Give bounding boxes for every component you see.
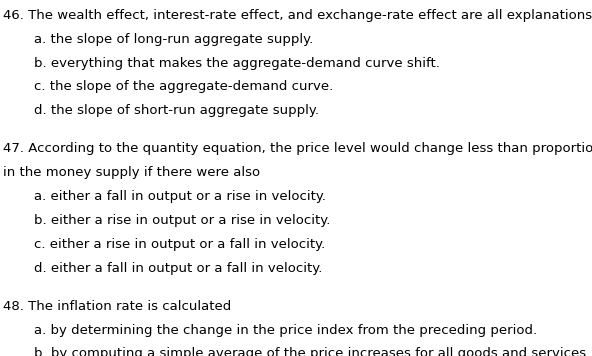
- Text: a. either a fall in output or a rise in velocity.: a. either a fall in output or a rise in …: [34, 190, 326, 203]
- Text: in the money supply if there were also: in the money supply if there were also: [3, 166, 260, 179]
- Text: d. the slope of short-run aggregate supply.: d. the slope of short-run aggregate supp…: [34, 104, 319, 117]
- Text: c. the slope of the aggregate-demand curve.: c. the slope of the aggregate-demand cur…: [34, 80, 333, 94]
- Text: b. by computing a simple average of the price increases for all goods and servic: b. by computing a simple average of the …: [34, 347, 591, 356]
- Text: 46. The wealth effect, interest-rate effect, and exchange-rate effect are all ex: 46. The wealth effect, interest-rate eff…: [3, 9, 592, 22]
- Text: 47. According to the quantity equation, the price level would change less than p: 47. According to the quantity equation, …: [3, 142, 592, 156]
- Text: b. either a rise in output or a rise in velocity.: b. either a rise in output or a rise in …: [34, 214, 331, 227]
- Text: a. by determining the change in the price index from the preceding period.: a. by determining the change in the pric…: [34, 324, 538, 337]
- Text: 48. The inflation rate is calculated: 48. The inflation rate is calculated: [3, 300, 231, 313]
- Text: a. the slope of long-run aggregate supply.: a. the slope of long-run aggregate suppl…: [34, 33, 314, 46]
- Text: d. either a fall in output or a fall in velocity.: d. either a fall in output or a fall in …: [34, 262, 323, 275]
- Text: c. either a rise in output or a fall in velocity.: c. either a rise in output or a fall in …: [34, 238, 326, 251]
- Text: b. everything that makes the aggregate-demand curve shift.: b. everything that makes the aggregate-d…: [34, 57, 440, 70]
